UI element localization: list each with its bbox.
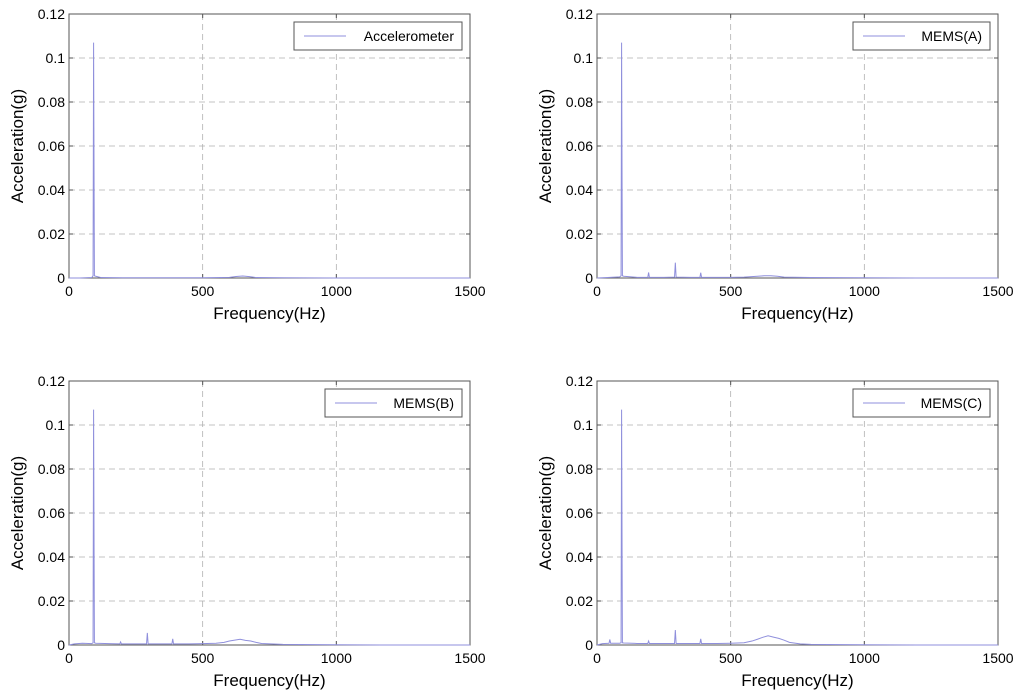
- y-tick-label: 0.06: [38, 505, 65, 521]
- y-axis-label: Acceleration(g): [536, 89, 555, 203]
- y-tick-label: 0.12: [566, 373, 593, 389]
- series-line: [68, 409, 470, 646]
- y-tick-label: 0.06: [38, 138, 65, 154]
- legend: MEMS(B): [324, 388, 463, 418]
- series-line: [69, 42, 470, 279]
- y-tick-label: 0.1: [574, 50, 594, 66]
- x-tick-label: 1000: [321, 650, 352, 666]
- y-tick-label: 0.08: [566, 94, 593, 110]
- x-axis-label: Frequency(Hz): [213, 304, 325, 323]
- legend-label: MEMS(B): [393, 395, 454, 411]
- x-tick-label: 500: [719, 650, 743, 666]
- chart-panel-4: 0 0.02 0.04 0.06 0.08 0.1 0.12 0 500 1000 1500 Freq…: [536, 373, 1014, 690]
- x-tick-label: 0: [65, 283, 73, 299]
- chart-panel-2: 0 0.02 0.04 0.06 0.08 0.1 0.12 0 500 1000 1500 Freq…: [536, 6, 1014, 323]
- legend-label: MEMS(A): [921, 28, 982, 44]
- x-tick-label: 1500: [982, 283, 1013, 299]
- x-tick-label: 1000: [849, 283, 880, 299]
- y-tick-label: 0.08: [38, 94, 65, 110]
- y-tick-label: 0.04: [38, 182, 65, 198]
- legend-label: Accelerometer: [364, 28, 455, 44]
- x-tick-label: 1500: [454, 650, 485, 666]
- y-tick-label: 0.02: [38, 593, 65, 609]
- y-tick-label: 0: [57, 637, 65, 653]
- y-tick-label: 0.12: [38, 373, 65, 389]
- y-tick-label: 0.06: [566, 505, 593, 521]
- y-tick-label: 0.02: [38, 226, 65, 242]
- y-tick-label: 0.02: [566, 593, 593, 609]
- x-tick-label: 500: [719, 283, 743, 299]
- y-tick-label: 0.12: [566, 6, 593, 22]
- x-tick-label: 500: [191, 283, 215, 299]
- y-tick-label: 0: [585, 270, 593, 286]
- y-tick-label: 0.08: [38, 461, 65, 477]
- y-tick-label: 0: [585, 637, 593, 653]
- legend-label: MEMS(C): [921, 395, 982, 411]
- legend: Accelerometer: [293, 21, 463, 51]
- x-tick-label: 500: [191, 650, 215, 666]
- x-tick-label: 1000: [321, 283, 352, 299]
- legend: MEMS(C): [852, 388, 991, 418]
- x-axis-label: Frequency(Hz): [213, 671, 325, 690]
- y-tick-label: 0: [57, 270, 65, 286]
- y-tick-label: 0.04: [566, 549, 593, 565]
- chart-panel-3: 0 0.02 0.04 0.06 0.08 0.1 0.12 0 500 1000 1500 Freq…: [8, 373, 486, 690]
- y-axis-label: Acceleration(g): [8, 89, 27, 203]
- y-tick-label: 0.04: [38, 549, 65, 565]
- y-axis-label: Acceleration(g): [536, 456, 555, 570]
- y-tick-label: 0.08: [566, 461, 593, 477]
- x-tick-label: 1000: [849, 650, 880, 666]
- legend: MEMS(A): [852, 21, 991, 51]
- x-tick-label: 0: [593, 650, 601, 666]
- x-tick-label: 0: [593, 283, 601, 299]
- x-tick-label: 1500: [982, 650, 1013, 666]
- y-tick-label: 0.02: [566, 226, 593, 242]
- y-tick-label: 0.1: [46, 50, 66, 66]
- chart-panel-1: 0 0.02 0.04 0.06 0.08 0.1 0.12 0 500 1000 1500 Freq…: [8, 6, 486, 323]
- x-tick-label: 1500: [454, 283, 485, 299]
- y-axis-label: Acceleration(g): [8, 456, 27, 570]
- x-tick-label: 0: [65, 650, 73, 666]
- x-axis-label: Frequency(Hz): [741, 671, 853, 690]
- series-line: [596, 42, 998, 279]
- y-tick-label: 0.12: [38, 6, 65, 22]
- series-line: [596, 409, 998, 646]
- y-tick-label: 0.04: [566, 182, 593, 198]
- y-tick-label: 0.06: [566, 138, 593, 154]
- y-tick-label: 0.1: [574, 417, 594, 433]
- y-tick-label: 0.1: [46, 417, 66, 433]
- x-axis-label: Frequency(Hz): [741, 304, 853, 323]
